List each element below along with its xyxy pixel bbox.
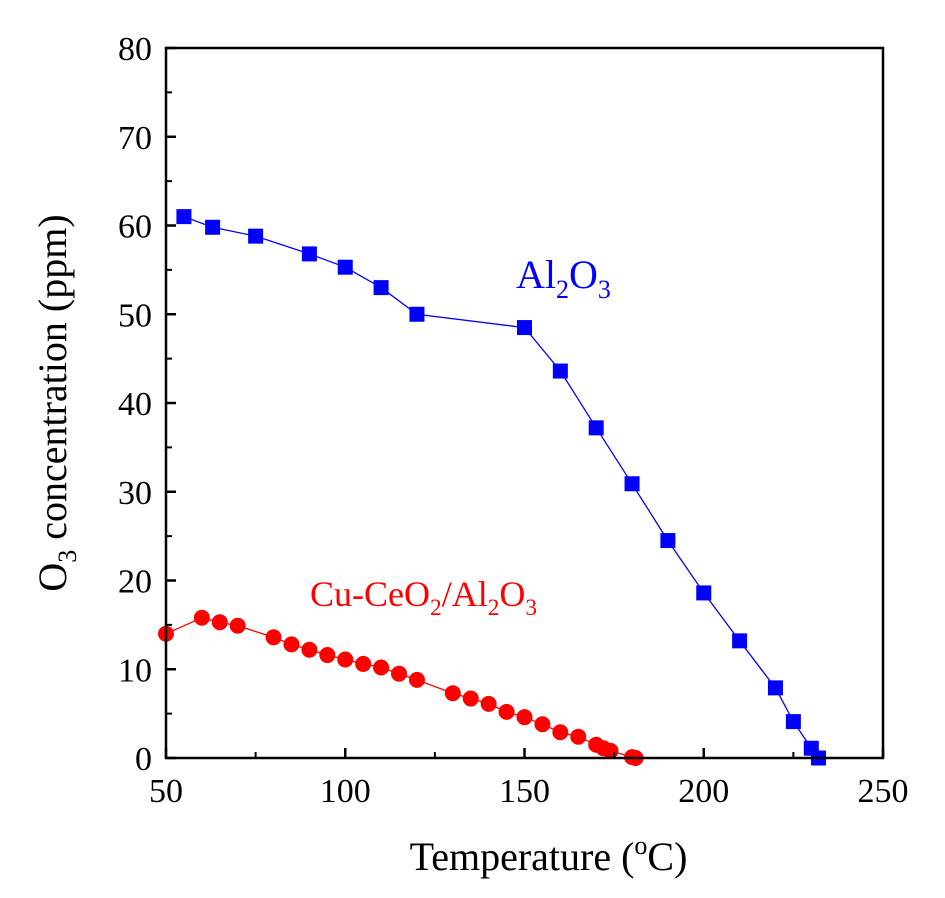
data-point: [444, 685, 461, 702]
y-tick-label: 60: [118, 209, 152, 246]
data-point: [462, 690, 479, 707]
data-point: [205, 219, 221, 235]
data-point: [193, 609, 210, 626]
y-tick-label: 20: [118, 564, 152, 601]
data-point: [319, 647, 336, 664]
y-tick-label: 70: [118, 120, 152, 157]
ticks-layer: [164, 46, 885, 760]
x-tick-label: 150: [499, 773, 550, 810]
data-point: [696, 585, 712, 601]
data-point: [265, 629, 282, 646]
data-point: [516, 709, 533, 726]
x-tick-label: 250: [858, 773, 909, 810]
data-point: [409, 306, 425, 322]
data-point: [248, 228, 264, 244]
data-point: [229, 617, 246, 634]
data-point: [176, 209, 192, 225]
data-point: [552, 724, 569, 741]
data-point: [283, 636, 300, 653]
data-point: [570, 728, 587, 745]
data-point: [732, 633, 748, 649]
data-point: [480, 695, 497, 712]
data-point: [624, 476, 640, 492]
data-point: [355, 655, 372, 672]
y-tick-label: 30: [118, 475, 152, 512]
data-point: [660, 533, 676, 549]
series-layer: [158, 209, 826, 766]
data-point: [337, 259, 353, 275]
series-line: [183, 215, 820, 759]
data-point: [602, 742, 619, 759]
data-point: [588, 420, 604, 436]
data-point: [373, 280, 389, 296]
data-point: [391, 665, 408, 682]
plot-frame: [164, 46, 885, 760]
data-point: [517, 320, 532, 336]
data-point: [785, 714, 801, 730]
data-point: [534, 716, 551, 733]
data-point: [337, 651, 354, 668]
data-point: [552, 363, 568, 379]
labels-layer: 50 100 150 200 250 0 10 20 30 40 50 60 70 80 Temperatu…: [30, 31, 909, 879]
y-tick-label: 10: [118, 652, 152, 689]
series-0: [176, 209, 826, 766]
y-tick-label: 40: [118, 386, 152, 423]
y-tick-label: 0: [135, 741, 152, 778]
data-point: [211, 614, 228, 631]
data-point: [301, 641, 318, 658]
data-point: [301, 246, 317, 262]
data-point: [408, 671, 425, 688]
y-tick-label: 50: [118, 297, 152, 334]
y-axis-title: O3 concentration (ppm): [30, 214, 82, 591]
x-axis-title: Temperature (oC): [410, 831, 688, 879]
series-label: Al2O3: [516, 252, 611, 304]
data-point: [498, 703, 515, 720]
data-point: [373, 659, 390, 676]
series-label: Cu-CeO2/Al2O3: [310, 574, 537, 621]
y-tick-label: 80: [118, 31, 152, 68]
x-tick-label: 50: [149, 773, 183, 810]
x-tick-label: 200: [678, 773, 729, 810]
series-1: [158, 609, 644, 766]
x-tick-label: 100: [320, 773, 371, 810]
data-point: [767, 680, 783, 696]
